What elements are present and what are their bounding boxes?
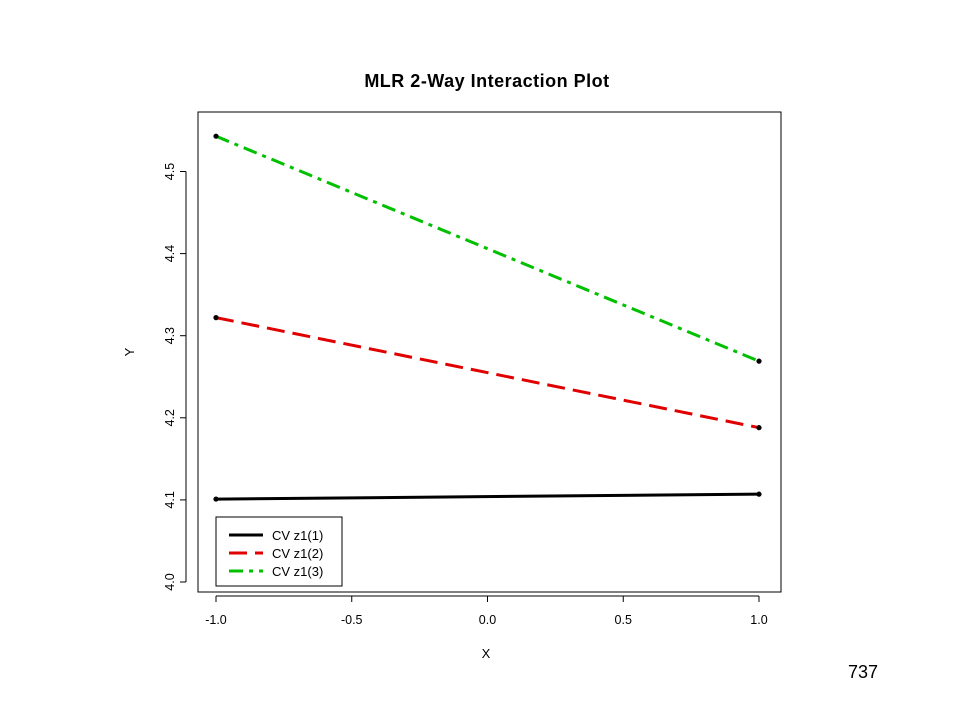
legend-label-2: CV z1(2) bbox=[272, 546, 323, 561]
series-2-point bbox=[213, 315, 219, 321]
plot-frame bbox=[197, 111, 782, 593]
y-tick-label: 4.2 bbox=[163, 409, 177, 426]
y-tick-label: 4.4 bbox=[163, 245, 177, 262]
page-number: 737 bbox=[848, 662, 879, 682]
series-line-3 bbox=[215, 134, 760, 363]
series-1-point bbox=[756, 491, 762, 497]
y-tick-label: 4.3 bbox=[163, 327, 177, 344]
series-2-point bbox=[756, 425, 762, 431]
legend: CV z1(1) CV z1(2) CV z1(3) bbox=[215, 516, 343, 587]
series-layer bbox=[213, 133, 762, 502]
series-line-1 bbox=[215, 492, 760, 501]
y-tick-label: 4.5 bbox=[163, 163, 177, 180]
y-tick-label: 4.0 bbox=[163, 573, 177, 590]
x-tick-label: -0.5 bbox=[341, 613, 363, 627]
x-tick-label: 1.0 bbox=[750, 613, 767, 627]
legend-label-3: CV z1(3) bbox=[272, 564, 323, 579]
legend-label-1: CV z1(1) bbox=[272, 528, 323, 543]
x-tick-label: 0.0 bbox=[479, 613, 496, 627]
x-axis-label: X bbox=[482, 646, 491, 661]
y-axis: 4.0 4.1 4.2 4.3 4.4 4.5 bbox=[163, 163, 187, 591]
series-1-point bbox=[213, 496, 219, 502]
series-line-2 bbox=[215, 316, 760, 430]
x-axis: -1.0 -0.5 0.0 0.5 1.0 bbox=[205, 595, 768, 627]
x-tick-label: 0.5 bbox=[615, 613, 632, 627]
y-axis-label: Y bbox=[122, 347, 137, 356]
series-3-point bbox=[756, 358, 762, 364]
y-tick-label: 4.1 bbox=[163, 491, 177, 508]
series-3-point bbox=[213, 133, 219, 139]
chart-title: MLR 2-Way Interaction Plot bbox=[364, 71, 609, 91]
x-tick-label: -1.0 bbox=[205, 613, 227, 627]
